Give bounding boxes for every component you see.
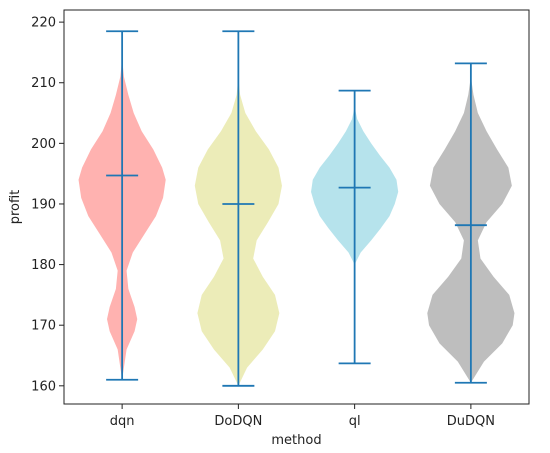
y-tick-label: 160: [31, 379, 56, 394]
x-axis-label: method: [271, 433, 321, 448]
violin-layer: [78, 58, 515, 386]
statistics-layer: [106, 30, 487, 387]
y-tick-label: 200: [31, 137, 56, 152]
plot-frame: [63, 9, 530, 405]
y-tick-label: 190: [31, 197, 56, 212]
x-tick-label: dqn: [110, 414, 135, 429]
y-axis: 160 170 180 190 200 210 220: [31, 16, 64, 394]
y-axis-label: profit: [8, 190, 23, 225]
y-tick-label: 170: [31, 319, 56, 334]
x-axis: dqn DoDQN ql DuDQN: [110, 404, 495, 429]
y-tick-label: 210: [31, 76, 56, 91]
y-tick-label: 220: [31, 16, 56, 31]
x-tick-label: DuDQN: [447, 414, 495, 429]
x-tick-label: DoDQN: [214, 414, 262, 429]
x-tick-label: ql: [349, 414, 361, 429]
y-tick-label: 180: [31, 258, 56, 273]
